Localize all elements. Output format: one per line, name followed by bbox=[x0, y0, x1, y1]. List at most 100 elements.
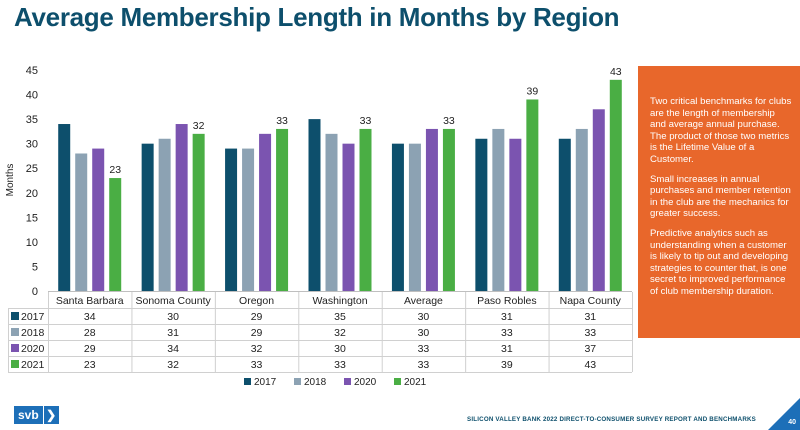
table-cell: 34 bbox=[167, 343, 179, 355]
x-tick-label: Santa Barbara bbox=[56, 295, 124, 307]
x-tick-label: Paso Robles bbox=[477, 295, 537, 307]
table-series-label: 2021 bbox=[21, 359, 45, 371]
bar-chart: 0 5 10 15 20 25 30 35 40 45 Months 23 32 33 33 33 39 43 Sa… bbox=[5, 65, 633, 388]
table-cell: 32 bbox=[334, 327, 346, 339]
bar bbox=[342, 143, 355, 291]
table-cell: 29 bbox=[84, 343, 96, 355]
y-tick-label: 10 bbox=[26, 237, 38, 249]
corner-triangle bbox=[768, 398, 800, 430]
table-legend-swatch bbox=[11, 312, 19, 320]
table-cell: 33 bbox=[418, 343, 430, 355]
table-series-label: 2018 bbox=[21, 327, 45, 339]
bar bbox=[158, 138, 171, 291]
legend-swatch bbox=[394, 378, 401, 385]
x-tick-label: Oregon bbox=[239, 295, 274, 307]
data-label: 33 bbox=[443, 115, 455, 127]
table-cell: 30 bbox=[334, 343, 346, 355]
table-cell: 31 bbox=[167, 327, 179, 339]
bar bbox=[442, 128, 455, 291]
page-title: Average Membership Length in Months by R… bbox=[14, 2, 620, 32]
data-label: 33 bbox=[276, 115, 288, 127]
bar bbox=[325, 133, 338, 291]
x-tick-label: Washington bbox=[312, 295, 367, 307]
bar bbox=[259, 133, 272, 291]
table-cell: 29 bbox=[251, 327, 263, 339]
bar bbox=[92, 148, 105, 291]
table-cell: 31 bbox=[501, 343, 513, 355]
data-label: 39 bbox=[527, 85, 539, 97]
x-tick-label: Average bbox=[404, 295, 443, 307]
data-label: 33 bbox=[360, 115, 372, 127]
y-tick-label: 20 bbox=[26, 188, 38, 200]
x-tick-label: Napa County bbox=[560, 295, 622, 307]
table-legend-swatch bbox=[11, 328, 19, 336]
x-tick-label: Sonoma County bbox=[135, 295, 211, 307]
bar bbox=[58, 124, 71, 292]
bar bbox=[391, 143, 404, 291]
table-cell: 33 bbox=[584, 327, 596, 339]
insight-paragraph-1: Two critical benchmarks for clubs are th… bbox=[650, 96, 792, 165]
legend-swatch bbox=[244, 378, 251, 385]
legend-label: 2020 bbox=[354, 377, 377, 388]
legend-swatch bbox=[294, 378, 301, 385]
svb-logo: svb ❯ bbox=[14, 406, 59, 424]
report-footer: SILICON VALLEY BANK 2022 DIRECT-TO-CONSU… bbox=[467, 416, 756, 423]
table-cell: 23 bbox=[84, 359, 96, 371]
legend-label: 2021 bbox=[404, 377, 427, 388]
bar bbox=[475, 138, 488, 291]
table-cell: 33 bbox=[501, 327, 513, 339]
table-cell: 28 bbox=[84, 327, 96, 339]
data-label: 23 bbox=[109, 164, 121, 176]
bar bbox=[225, 148, 238, 291]
data-label: 43 bbox=[610, 66, 622, 78]
bar bbox=[192, 133, 205, 291]
bar bbox=[109, 178, 122, 291]
y-tick-label: 0 bbox=[32, 286, 38, 298]
table-cell: 32 bbox=[167, 359, 179, 371]
bar bbox=[492, 128, 505, 291]
insight-paragraph-3: Predictive analytics such as understandi… bbox=[650, 227, 789, 297]
table-cell: 39 bbox=[501, 359, 513, 371]
bar bbox=[175, 124, 188, 292]
bar bbox=[141, 143, 154, 291]
svb-logo-text: svb bbox=[14, 406, 43, 424]
y-tick-label: 30 bbox=[26, 139, 38, 151]
bar bbox=[242, 148, 255, 291]
table-series-label: 2020 bbox=[21, 343, 45, 355]
table-cell: 33 bbox=[251, 359, 263, 371]
insight-panel: Two critical benchmarks for clubs are th… bbox=[638, 66, 800, 338]
bar bbox=[592, 109, 605, 292]
table-legend-swatch bbox=[11, 360, 19, 368]
bar bbox=[575, 128, 588, 291]
bar bbox=[425, 128, 438, 291]
y-tick-label: 35 bbox=[26, 114, 38, 126]
table-series-label: 2017 bbox=[21, 311, 45, 323]
bar bbox=[526, 99, 539, 291]
data-label: 32 bbox=[193, 120, 205, 132]
table-cell: 32 bbox=[251, 343, 263, 355]
table-cell: 30 bbox=[418, 311, 430, 323]
table-cell: 29 bbox=[251, 311, 263, 323]
y-tick-label: 45 bbox=[26, 65, 38, 77]
table-cell: 30 bbox=[167, 311, 179, 323]
table-cell: 34 bbox=[84, 311, 96, 323]
page-number: 40 bbox=[788, 419, 796, 426]
table-cell: 31 bbox=[501, 311, 513, 323]
y-tick-label: 40 bbox=[26, 90, 38, 102]
y-axis-label: Months bbox=[5, 164, 16, 197]
bar bbox=[609, 79, 622, 291]
legend-label: 2018 bbox=[304, 377, 327, 388]
bar bbox=[509, 138, 522, 291]
legend-swatch bbox=[344, 378, 351, 385]
y-tick-label: 15 bbox=[26, 212, 38, 224]
y-tick-label: 5 bbox=[32, 261, 38, 273]
table-cell: 31 bbox=[584, 311, 596, 323]
bar bbox=[276, 128, 289, 291]
table-cell: 35 bbox=[334, 311, 346, 323]
table-legend-swatch bbox=[11, 344, 19, 352]
table-cell: 33 bbox=[334, 359, 346, 371]
bar bbox=[75, 153, 88, 291]
y-tick-label: 25 bbox=[26, 163, 38, 175]
legend-label: 2017 bbox=[254, 377, 277, 388]
bar bbox=[558, 138, 571, 291]
